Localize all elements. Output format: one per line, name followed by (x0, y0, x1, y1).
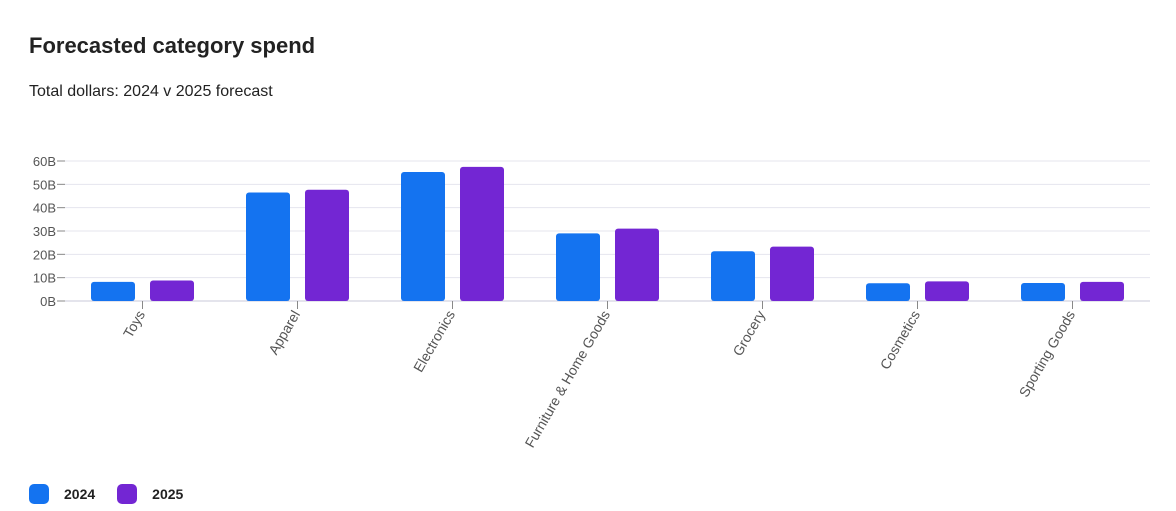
legend-swatch-2025 (117, 484, 138, 504)
legend: 2024 2025 (29, 484, 205, 504)
y-tick-label: 50B (33, 177, 56, 192)
gridlines (65, 160, 1150, 302)
x-tick-label: Cosmetics (877, 308, 924, 373)
bar-2025-toys[interactable] (150, 280, 194, 301)
bar-2024-electronics[interactable] (401, 171, 445, 301)
bar-2025-grocery[interactable] (770, 246, 814, 301)
x-tick-label: Apparel (265, 308, 303, 358)
y-axis: 0B 10B 20B 30B 40B 50B 60B (33, 154, 65, 309)
x-tick-label: Toys (120, 308, 148, 341)
bar-2025-cosmetics[interactable] (925, 281, 969, 301)
bar-2024-furniture-home-goods[interactable] (556, 233, 600, 301)
chart-title: Forecasted category spend (29, 33, 316, 58)
y-tick-label: 40B (33, 201, 56, 216)
bar-2025-sporting-goods[interactable] (1080, 281, 1124, 301)
legend-item-2025[interactable]: 2025 (117, 484, 183, 504)
x-tick-label: Sporting Goods (1016, 308, 1079, 400)
bar-2024-cosmetics[interactable] (866, 283, 910, 301)
y-tick-label: 20B (33, 247, 56, 262)
legend-swatch-2024 (29, 484, 49, 504)
bar-2024-apparel[interactable] (246, 192, 290, 302)
y-tick-label: 10B (33, 271, 56, 286)
x-tick-label: Furniture & Home Goods (521, 308, 613, 451)
x-tick-label: Electronics (410, 308, 458, 375)
y-tick-label: 0B (40, 294, 56, 309)
bar-2024-toys[interactable] (91, 281, 135, 301)
legend-label-2024: 2024 (64, 486, 96, 502)
bar-2024-grocery[interactable] (711, 251, 755, 301)
chart-subtitle: Total dollars: 2024 v 2025 forecast (29, 83, 273, 100)
x-tick-label: Grocery (729, 308, 768, 359)
bar-2025-electronics[interactable] (460, 166, 504, 301)
bars (91, 166, 1124, 302)
bar-2025-apparel[interactable] (305, 189, 349, 301)
x-axis: Toys Apparel Electronics Furniture & Home G… (120, 301, 1078, 450)
bar-2025-furniture-home-goods[interactable] (615, 228, 659, 301)
y-tick-label: 60B (33, 154, 56, 169)
legend-item-2024[interactable]: 2024 (29, 484, 95, 504)
bar-2024-sporting-goods[interactable] (1021, 283, 1065, 301)
legend-label-2025: 2025 (152, 486, 184, 502)
y-tick-label: 30B (33, 224, 56, 239)
